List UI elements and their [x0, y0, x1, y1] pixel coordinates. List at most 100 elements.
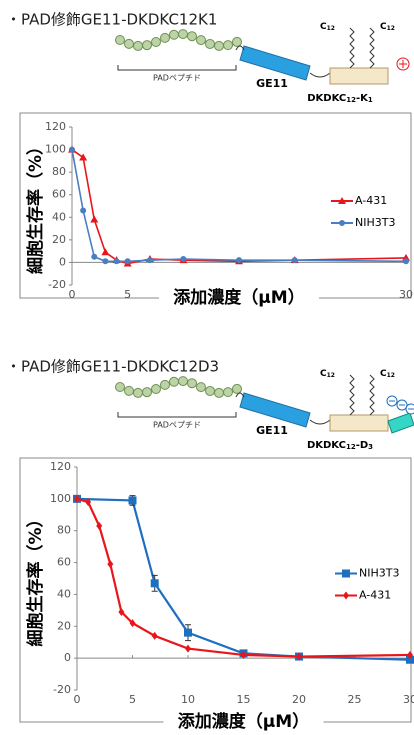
marker: [91, 254, 97, 260]
x-tick-label: 0: [74, 693, 81, 706]
text-part: 12: [346, 96, 356, 104]
complex-box: [330, 68, 388, 84]
ge11-label: GE11: [256, 77, 288, 90]
peptide-label: PADペプチド: [153, 421, 201, 430]
legend-label: NIH3T3: [359, 567, 399, 580]
y-tick-label: 60: [52, 188, 66, 201]
bead: [206, 386, 215, 395]
bead: [134, 41, 143, 50]
y-tick-label: 20: [52, 233, 66, 246]
bead: [161, 33, 170, 42]
marker: [69, 147, 75, 153]
x-tick-label: 0: [69, 288, 76, 301]
alkyl-chain: [370, 28, 374, 68]
marker: [101, 248, 109, 255]
x-tick-label: 20: [292, 693, 306, 706]
bead: [152, 38, 161, 47]
y-tick-label: 100: [45, 143, 66, 156]
ge11-label: GE11: [256, 424, 288, 437]
bead: [188, 32, 197, 41]
x-tick-label: 5: [129, 693, 136, 706]
x-tick-label: 15: [237, 693, 251, 706]
x-tick-label: 5: [124, 288, 131, 301]
bead: [224, 388, 233, 397]
marker: [403, 258, 409, 264]
marker: [184, 629, 192, 637]
d3-block: [388, 413, 414, 433]
marker: [151, 579, 159, 587]
bead: [215, 41, 224, 50]
text-part: 12: [327, 372, 335, 379]
legend-entry: NIH3T3: [335, 567, 399, 580]
y-tick-label: 120: [45, 120, 66, 133]
bead: [188, 379, 197, 388]
x-tick-label: 10: [181, 693, 195, 706]
marker: [236, 257, 242, 263]
legend-label: NIH3T3: [355, 216, 395, 229]
figure: ・PAD修飾GE11-DKDKC12K1PADペプチドGE11C12C12DKD…: [0, 0, 414, 735]
legend-label: A-431: [355, 194, 387, 207]
complex-label: DKDKC12-K1: [307, 93, 373, 104]
bead: [233, 384, 242, 393]
text-part: -D: [356, 440, 368, 451]
legend-entry: A-431: [335, 589, 391, 602]
y-tick-label: 0: [64, 651, 71, 664]
legend-label: A-431: [359, 589, 391, 602]
bead: [224, 41, 233, 50]
y-tick-label: 120: [50, 460, 71, 473]
bead: [143, 388, 152, 397]
text-part: 12: [327, 25, 335, 32]
peptide-label: PADペプチド: [153, 74, 201, 83]
text-part: 12: [346, 443, 356, 451]
bead: [215, 388, 224, 397]
complex-label: DKDKC12-D3: [307, 440, 373, 451]
alkyl-chain: [370, 375, 374, 415]
bead: [125, 386, 134, 395]
marker: [180, 256, 186, 262]
legend-entry: A-431: [331, 194, 387, 207]
bead: [170, 30, 179, 39]
y-tick-label: 80: [52, 165, 66, 178]
bead: [125, 39, 134, 48]
y-tick-label: 80: [57, 524, 71, 537]
y-tick-label: -20: [48, 278, 66, 291]
y-tick-label: 60: [57, 556, 71, 569]
legend-entry: NIH3T3: [331, 216, 395, 229]
marker: [147, 257, 153, 263]
marker: [107, 560, 113, 568]
bead: [197, 36, 206, 45]
legend-marker: [342, 570, 350, 578]
bead: [170, 377, 179, 386]
bead: [116, 383, 125, 392]
bead: [134, 388, 143, 397]
ge11-cylinder: [240, 393, 310, 427]
text-part: DKDKC: [307, 93, 346, 104]
x-axis-label: 添加濃度（μM）: [178, 711, 309, 732]
chain-label: C12: [380, 369, 395, 379]
bead: [206, 39, 215, 48]
marker: [152, 632, 158, 640]
chain-label: C12: [320, 369, 335, 379]
bead: [152, 385, 161, 394]
x-tick-label: 30: [399, 288, 413, 301]
bead: [197, 383, 206, 392]
legend-marker: [339, 220, 345, 226]
bead: [116, 36, 125, 45]
y-tick-label: 40: [57, 587, 71, 600]
bead: [179, 377, 188, 386]
ge11-cylinder: [240, 46, 310, 80]
alkyl-chain: [350, 28, 354, 68]
chart-frame: [20, 113, 411, 298]
bead: [179, 30, 188, 39]
x-axis-label: 添加濃度（μM）: [173, 287, 304, 308]
y-tick-label: 0: [59, 255, 66, 268]
text-part: 12: [387, 25, 395, 32]
legend-marker: [343, 592, 349, 600]
y-tick-label: 100: [50, 492, 71, 505]
bracket: [118, 412, 236, 417]
marker: [125, 258, 131, 264]
y-tick-label: -20: [53, 683, 71, 696]
bead: [143, 41, 152, 50]
x-tick-label: 25: [348, 693, 362, 706]
bead: [233, 37, 242, 46]
